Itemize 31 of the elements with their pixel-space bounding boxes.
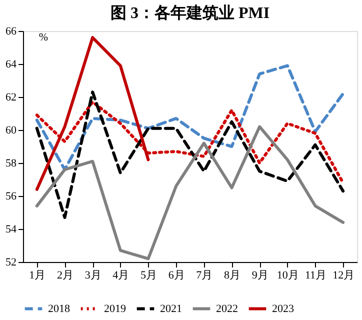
y-tick-label: 66	[6, 26, 17, 38]
y-tick-label: 54	[6, 224, 17, 236]
legend-label: 2019	[104, 302, 126, 315]
x-tick-label: 3月	[84, 270, 102, 282]
x-tick-label: 9月	[252, 270, 268, 282]
x-tick-label: 1月	[29, 270, 46, 282]
x-tick-label: 5月	[140, 270, 157, 282]
y-tick-label: 56	[6, 190, 17, 202]
x-tick-label: 4月	[112, 270, 130, 282]
line-series	[35, 90, 345, 219]
x-tick-label: 6月	[168, 270, 185, 282]
x-tick-label: 8月	[224, 270, 240, 282]
line-series	[35, 125, 345, 260]
y-tick-label: 64	[6, 58, 17, 70]
x-tick-label: 7月	[196, 270, 213, 282]
x-tick-label: 10月	[276, 270, 299, 282]
x-tick-label: 11月	[304, 270, 327, 282]
x-tick-label: 2月	[57, 270, 74, 282]
chart-title: 图 3：各年建筑业 PMI	[110, 4, 270, 22]
y-tick-label: 60	[6, 124, 17, 136]
legend-label: 2023	[272, 302, 294, 315]
legend-label: 2021	[160, 302, 182, 315]
y-tick-label: 52	[6, 256, 16, 268]
line-series	[35, 64, 345, 172]
y-tick-label: 62	[6, 92, 16, 104]
y-axis-title: %	[38, 32, 48, 44]
line-series	[35, 100, 345, 184]
legend-label: 2018	[48, 302, 70, 315]
x-tick-label: 12月	[332, 270, 355, 282]
legend-label: 2022	[216, 302, 238, 315]
y-tick-label: 58	[6, 158, 17, 170]
